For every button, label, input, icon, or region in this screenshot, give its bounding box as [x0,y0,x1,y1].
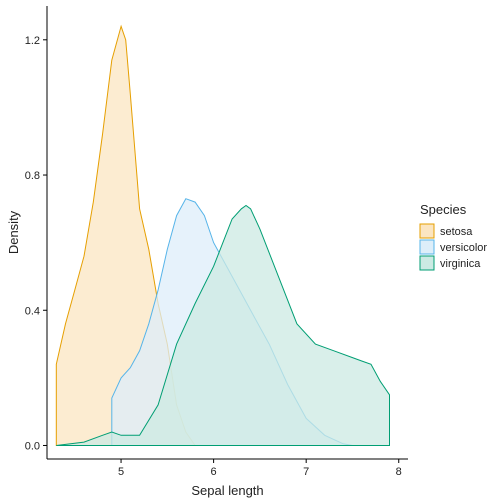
plot-area [55,24,390,446]
legend: Species setosa versicolor virginica [419,202,487,271]
y-tick-label: 0.8 [25,170,40,182]
y-tick-label: 1.2 [25,35,40,47]
x-tick-label: 5 [118,466,124,478]
y-axis-ticks: 0.0 0.4 0.8 1.2 [25,35,47,452]
x-tick-label: 7 [303,466,309,478]
legend-label-versicolor: versicolor [440,242,487,254]
legend-label-virginica: virginica [440,258,481,270]
x-tick-label: 8 [396,466,402,478]
density-area-virginica [56,204,390,446]
x-axis-title: Sepal length [191,483,263,498]
x-axis-ticks: 5 6 7 8 [118,459,402,478]
legend-title: Species [420,202,467,217]
legend-key-versicolor [419,239,435,255]
y-tick-label: 0.4 [25,305,40,317]
legend-key-virginica [419,255,435,271]
legend-key-setosa [419,223,435,239]
y-tick-label: 0.0 [25,440,40,452]
y-axis-title: Density [6,210,21,254]
x-tick-label: 6 [211,466,217,478]
legend-label-setosa: setosa [440,226,473,238]
